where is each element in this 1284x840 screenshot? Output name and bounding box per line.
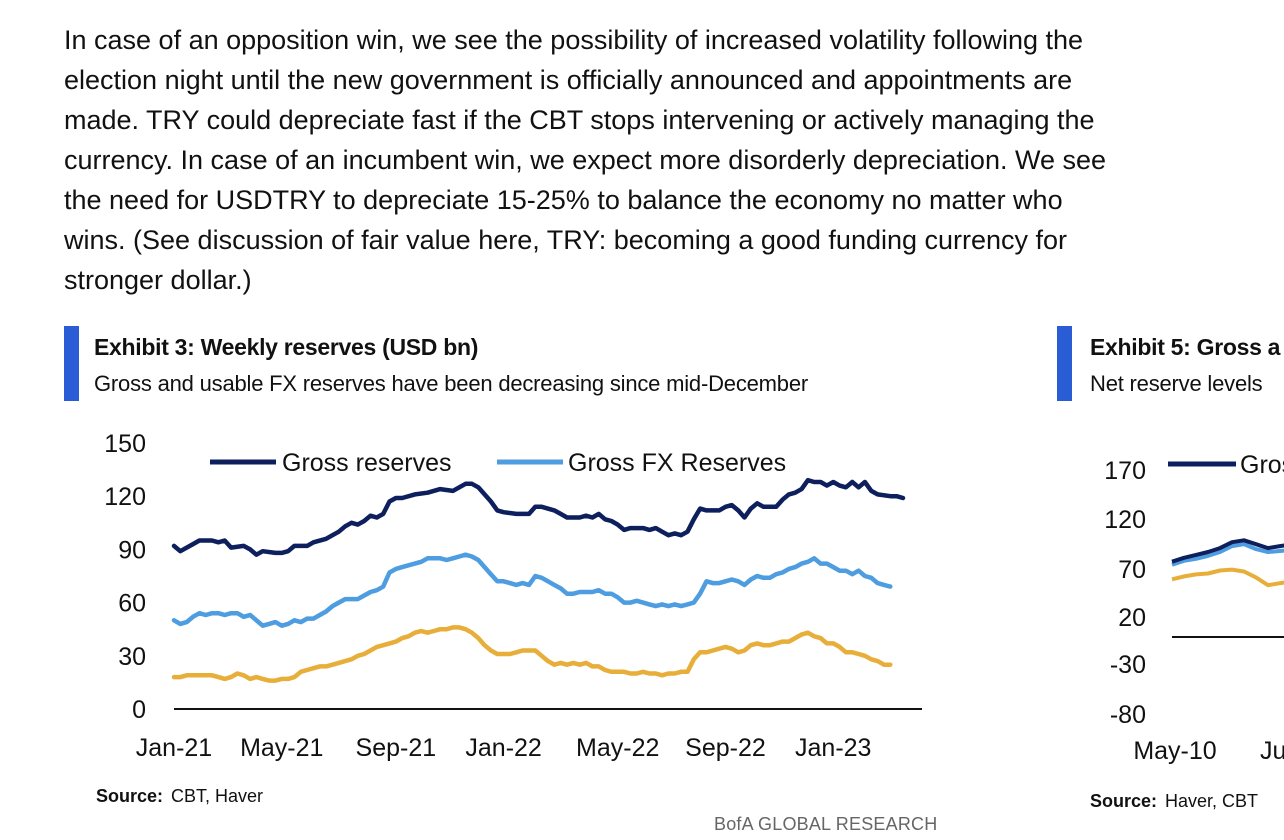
paragraph-line: wins. (See discussion of fair value here… [64,225,1068,255]
series-line [171,477,906,557]
y-tick-label: 60 [118,590,146,618]
x-tick-label: Ju [1260,737,1284,765]
x-tick-label: May-22 [576,734,659,762]
exhibit3-accent-bar [64,326,79,401]
exhibit5-source: Source: Haver, CBT [1090,791,1258,812]
x-tick-label: May-21 [240,734,323,762]
series-line [1171,542,1284,567]
exhibit5-subtitle: Net reserve levels [1090,371,1263,396]
y-tick-label: 170 [1104,457,1146,485]
exhibit3-chart: 150 120 90 60 30 0 Jan-21 May-21 Sep-21 Jan-22 May… [104,430,922,762]
x-tick-label: Jan-21 [136,734,212,762]
exhibit5-chart: 170 120 70 20 -30 -80 May-10 Ju Gros [1104,451,1284,765]
paragraph-line: currency. In case of an incumbent win, w… [64,145,1107,175]
paragraph-line: election night until the new government … [64,65,1073,95]
exhibit5-accent-bar [1057,326,1072,401]
legend-label: Gross reserves [282,449,451,477]
exhibit3-source: Source: CBT, Haver [96,786,263,807]
series-line [171,552,893,628]
y-tick-label: 0 [132,696,146,724]
series-line [1171,567,1284,588]
series-line [171,625,893,683]
paragraph-line: made. TRY could depreciate fast if the C… [64,105,1095,135]
legend-label: Gross FX Reserves [568,449,786,477]
paragraph-line: stronger dollar.) [64,265,252,295]
paragraph-line: the need for USDTRY to depreciate 15-25%… [64,185,1063,215]
exhibit3-subtitle: Gross and usable FX reserves have been d… [94,371,808,396]
y-tick-label: 150 [104,430,146,458]
y-tick-label: -30 [1110,651,1146,679]
exhibit3-source-label: Source: [96,786,164,806]
exhibit5-source-label: Source: [1090,791,1158,811]
y-tick-label: -80 [1110,701,1146,729]
x-tick-label: May-10 [1133,737,1216,765]
y-tick-label: 90 [118,536,146,564]
y-tick-label: 120 [1104,506,1146,534]
x-tick-label: Jan-22 [465,734,541,762]
x-tick-label: Sep-22 [685,734,766,762]
series-line [1171,538,1284,564]
brand-footer: BofA GLOBAL RESEARCH [714,814,938,834]
exhibit3-title: Exhibit 3: Weekly reserves (USD bn) [94,334,479,360]
exhibit5-title: Exhibit 5: Gross a [1090,334,1281,360]
y-tick-label: 70 [1118,556,1146,584]
body-paragraph: In case of an opposition win, we see the… [64,20,1254,300]
y-tick-label: 120 [104,483,146,511]
x-tick-label: Jan-23 [795,734,871,762]
y-tick-label: 20 [1118,604,1146,632]
exhibit3-source-text: CBT, Haver [171,786,264,806]
paragraph-line: In case of an opposition win, we see the… [64,25,1084,55]
exhibit5-source-text: Haver, CBT [1165,791,1259,811]
legend-label: Gros [1240,451,1284,479]
x-tick-label: Sep-21 [356,734,437,762]
y-tick-label: 30 [118,643,146,671]
